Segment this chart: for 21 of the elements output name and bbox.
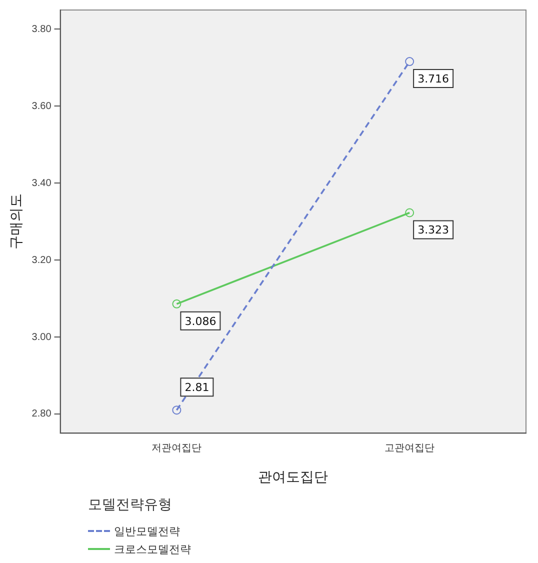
- point: [405, 57, 414, 66]
- y-axis-title: 구매의도: [7, 194, 24, 250]
- data-label: 3.086: [184, 314, 216, 328]
- x-axis-title: 관여도집단: [258, 468, 328, 484]
- data-label: 3.323: [418, 224, 450, 237]
- y-tick-label: 3.60: [32, 100, 52, 112]
- x-tick-label: 고관여집단: [384, 442, 435, 454]
- data-label: 2.81: [184, 380, 210, 394]
- point: [405, 208, 414, 218]
- point: [172, 299, 182, 308]
- y-tick-label: 2.80: [32, 408, 52, 420]
- y-tick-label: 3.40: [32, 178, 52, 189]
- point: [172, 406, 182, 415]
- y-tick-label: 3.80: [32, 24, 52, 35]
- legend-label: 일반모델전략: [114, 524, 180, 538]
- legend-label: 크로스모델전략: [114, 542, 191, 556]
- legend-title: 모델전략유형: [88, 496, 173, 514]
- y-tick-label: 3.00: [32, 332, 52, 343]
- x-tick-label: 저관여집단: [152, 442, 202, 454]
- y-tick-label: 3.20: [32, 254, 52, 266]
- data-label: 3.716: [418, 72, 450, 86]
